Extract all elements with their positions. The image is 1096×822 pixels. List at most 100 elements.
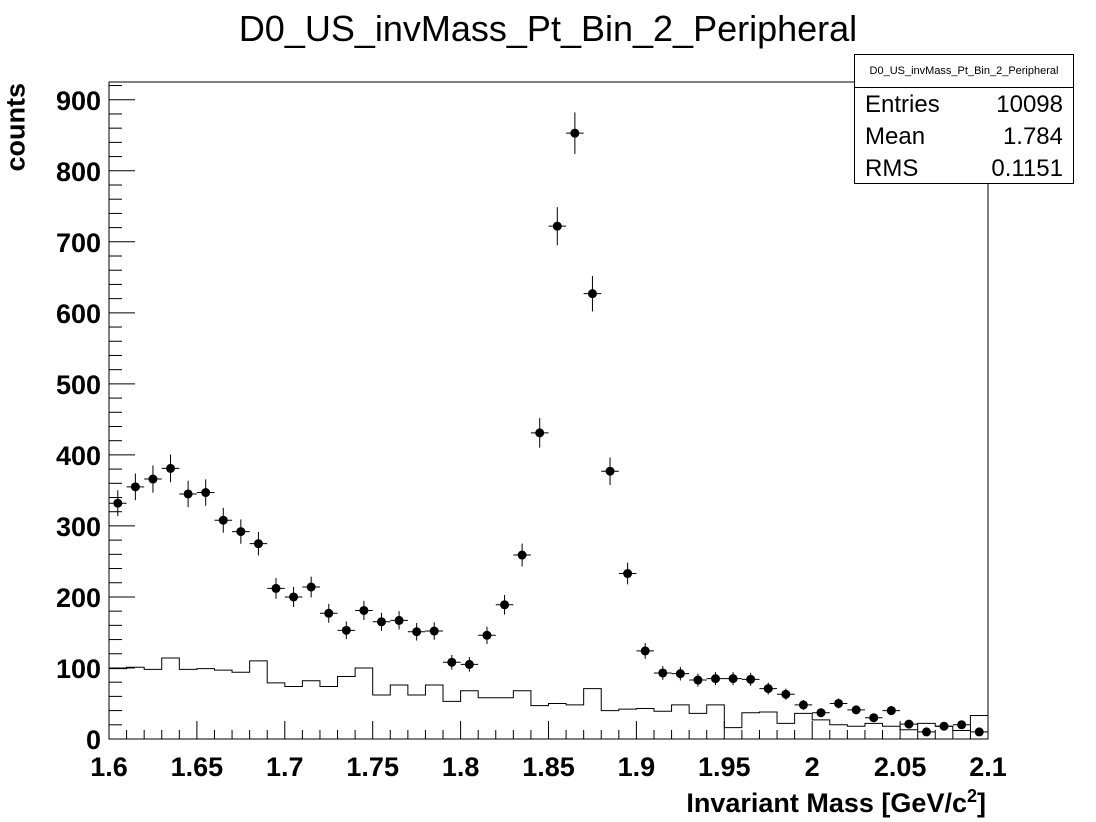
axes: 1.6 1.65 1.7 1.75 1.8 1.85 1.9 1.95 2 2.05 2.1 0 100… (56, 81, 1007, 782)
stats-mean-label: Mean (865, 123, 926, 150)
data-marker (324, 608, 334, 618)
data-marker (939, 721, 949, 731)
data-point (267, 578, 285, 599)
data-marker (711, 674, 721, 684)
y-tick-label: 300 (56, 512, 101, 542)
data-point (829, 698, 848, 709)
x-axis-label-end: ] (977, 788, 986, 818)
stats-entries-label: Entries (865, 91, 940, 118)
data-point (249, 531, 268, 556)
y-tick-label: 500 (56, 370, 101, 400)
x-tick-label: 2.1 (969, 752, 1007, 782)
data-point (689, 673, 707, 687)
data-marker (429, 626, 439, 636)
data-point (530, 418, 549, 448)
data-point (935, 721, 953, 731)
data-marker (693, 675, 703, 685)
stats-entries-value: 10098 (996, 91, 1063, 118)
data-point (144, 465, 162, 493)
data-marker (746, 674, 756, 684)
data-point (372, 612, 391, 631)
data-marker (763, 684, 773, 694)
stats-entries-row: Entries 10098 (855, 88, 1073, 120)
stats-mean-row: Mean 1.784 (855, 120, 1073, 152)
data-point (847, 705, 865, 715)
data-marker (886, 706, 896, 716)
data-marker (183, 489, 193, 499)
data-point (583, 275, 602, 312)
marker-series (109, 112, 988, 737)
x-tick-label: 1.8 (442, 752, 480, 782)
data-marker (904, 719, 914, 729)
data-marker (201, 488, 211, 498)
data-marker (359, 605, 369, 615)
data-marker (535, 428, 545, 438)
data-marker (658, 668, 668, 678)
data-marker (869, 713, 879, 723)
data-marker (289, 592, 299, 602)
data-point (566, 112, 584, 154)
data-marker (236, 527, 246, 537)
data-point (671, 666, 690, 681)
y-tick-label: 900 (56, 86, 101, 116)
data-point (126, 473, 145, 501)
data-marker (376, 617, 386, 627)
x-axis-label-sup: 2 (966, 786, 977, 806)
chart-title: D0_US_invMass_Pt_Bin_2_Peripheral (238, 8, 858, 49)
data-point (161, 454, 180, 483)
data-point (706, 672, 725, 686)
data-marker (851, 705, 861, 715)
x-tick-label: 1.95 (698, 752, 751, 782)
x-tick-label: 2.05 (874, 752, 927, 782)
data-marker (148, 474, 158, 484)
data-marker (517, 550, 527, 560)
data-point (653, 666, 672, 680)
data-marker (921, 727, 931, 737)
data-point (214, 507, 233, 533)
data-point (882, 706, 901, 716)
data-marker (218, 515, 228, 525)
data-point (741, 672, 760, 686)
data-point (478, 626, 496, 644)
data-marker (412, 627, 422, 637)
data-marker (552, 221, 562, 231)
data-marker (623, 569, 633, 579)
data-point (970, 727, 988, 737)
data-marker (464, 659, 474, 669)
x-axis-label: Invariant Mass [GeV/c2] (686, 786, 986, 819)
stats-box-title: D0_US_invMass_Pt_Bin_2_Peripheral (855, 55, 1073, 88)
data-marker (447, 657, 457, 667)
data-point (232, 519, 250, 544)
y-tick-label: 800 (56, 157, 101, 187)
stats-rms-value: 0.1151 (991, 155, 1063, 182)
data-marker (113, 498, 123, 508)
data-point (109, 490, 127, 517)
data-point (196, 479, 215, 506)
stats-mean-value: 1.784 (1002, 123, 1063, 150)
histogram-series (109, 657, 988, 731)
data-point (319, 603, 338, 623)
data-marker (728, 674, 738, 684)
data-point (179, 480, 197, 508)
x-tick-label: 1.65 (171, 752, 224, 782)
data-marker (130, 482, 140, 492)
data-point (812, 708, 830, 718)
x-tick-label: 2 (805, 752, 820, 782)
histogram-step-line (109, 657, 988, 731)
data-marker (394, 615, 404, 625)
data-marker (587, 289, 597, 299)
data-point (390, 611, 408, 630)
data-point (425, 622, 444, 640)
data-point (724, 672, 742, 686)
data-marker (781, 689, 791, 699)
data-marker (798, 700, 808, 710)
data-point (900, 719, 918, 729)
data-point (917, 727, 936, 737)
data-point (618, 562, 637, 585)
data-point (513, 543, 531, 567)
data-marker (974, 727, 984, 737)
stats-rms-label: RMS (865, 155, 919, 182)
x-axis-label-base: Invariant Mass [GeV/c (686, 788, 967, 818)
data-point (636, 643, 654, 659)
data-point (460, 657, 479, 672)
